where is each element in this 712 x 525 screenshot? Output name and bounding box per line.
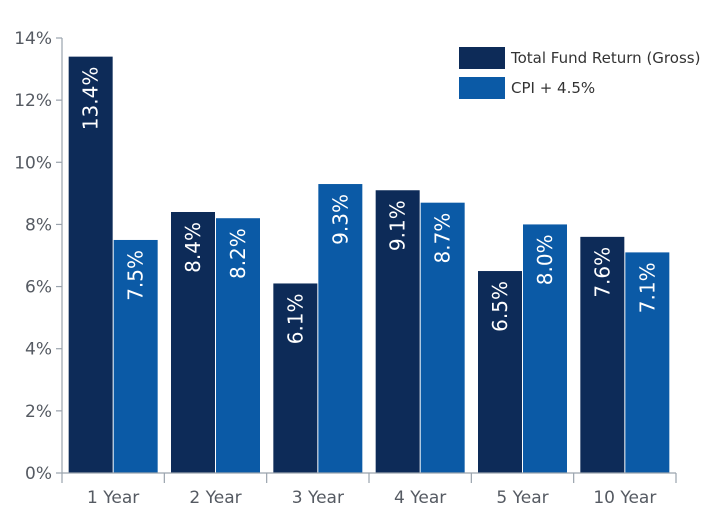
y-tick-label: 2%: [25, 402, 52, 422]
y-tick-label: 6%: [25, 278, 52, 298]
y-tick-label: 10%: [14, 153, 52, 173]
bar-value-label: 8.7%: [431, 213, 455, 264]
y-tick-label: 8%: [25, 215, 52, 235]
bar-value-label: 9.3%: [328, 194, 352, 245]
y-tick-label: 12%: [14, 91, 52, 111]
legend-label: Total Fund Return (Gross): [510, 49, 700, 67]
bar-cpi-1-year: [113, 239, 158, 473]
bar-cpi-2-year: [216, 218, 260, 473]
y-axis: 0% 2% 4% 6% 8% 10% 12% 14%: [14, 29, 63, 484]
x-category-label: 4 Year: [394, 488, 446, 508]
bar-value-label: 6.5%: [488, 281, 512, 332]
bar-total-fund-1-year: [68, 56, 113, 474]
bar-cpi-5-year: [523, 224, 567, 473]
bar-total-fund-2-year: [171, 212, 215, 473]
bar-value-label: 8.4%: [181, 222, 205, 273]
legend: Total Fund Return (Gross) CPI + 4.5%: [459, 47, 700, 99]
bar-value-label: 13.4%: [79, 67, 103, 131]
bar-value-label: 9.1%: [386, 200, 410, 251]
bar-total-fund-5-year: [478, 271, 522, 473]
x-axis: 1 Year 2 Year 3 Year 4 Year 5 Year 10 Year: [61, 472, 677, 508]
bar-value-label: 8.0%: [533, 234, 557, 285]
bar-value-label: 8.2%: [226, 228, 250, 279]
bar-total-fund-10-year: [580, 236, 625, 473]
x-category-label: 2 Year: [189, 488, 241, 508]
y-tick-label: 14%: [14, 29, 52, 49]
legend-swatch: [459, 47, 505, 69]
bar-cpi-3-year: [318, 184, 363, 474]
y-tick-label: 4%: [25, 340, 52, 360]
bar-value-label: 6.1%: [283, 293, 307, 344]
bar-cpi-10-year: [625, 252, 670, 473]
x-category-label: 3 Year: [292, 488, 344, 508]
y-tick-label: 0%: [25, 464, 52, 484]
x-category-label: 1 Year: [87, 488, 139, 508]
bar-value-label: 7.1%: [635, 262, 659, 313]
x-category-label: 10 Year: [593, 488, 656, 508]
legend-label: CPI + 4.5%: [511, 79, 595, 97]
legend-swatch: [459, 77, 505, 99]
bars: 13.4% 7.5% 8.4% 8.2% 6.1% 9.3% 9.1% 8.7% 6.5% 8.0…: [68, 56, 670, 474]
bar-total-fund-4-year: [375, 190, 420, 473]
bar-total-fund-3-year: [273, 283, 318, 473]
bar-cpi-4-year: [420, 202, 465, 473]
bar-value-label: 7.5%: [124, 250, 148, 301]
x-category-label: 5 Year: [496, 488, 548, 508]
bar-value-label: 7.6%: [590, 247, 614, 298]
